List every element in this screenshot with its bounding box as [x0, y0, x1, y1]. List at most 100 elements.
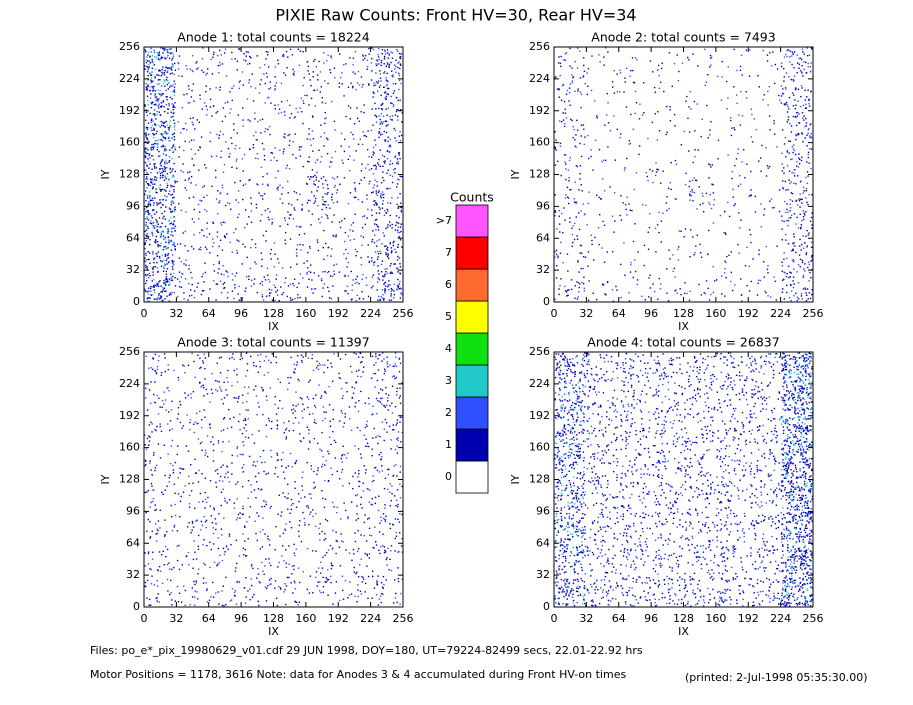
- count-dot: [654, 113, 657, 115]
- count-dot: [780, 62, 783, 64]
- count-dot: [148, 297, 150, 299]
- count-dot: [385, 98, 387, 100]
- count-dot: [228, 535, 231, 537]
- count-dot: [803, 61, 805, 63]
- count-dot: [319, 91, 322, 93]
- count-dot: [583, 128, 585, 130]
- count-dot: [315, 179, 318, 181]
- count-dot: [748, 75, 751, 77]
- count-dot: [301, 208, 303, 210]
- count-dot: [574, 145, 576, 148]
- count-dot: [381, 194, 384, 196]
- count-dot: [193, 208, 195, 211]
- count-dot: [150, 51, 152, 53]
- count-dot: [173, 291, 175, 294]
- count-dot: [400, 545, 403, 547]
- count-dot: [397, 439, 399, 442]
- count-dot: [628, 140, 631, 142]
- count-dot: [398, 79, 401, 82]
- count-dot: [159, 126, 162, 128]
- count-dot: [192, 83, 195, 85]
- count-dot: [293, 552, 295, 554]
- count-dot: [199, 199, 201, 202]
- count-dot: [162, 170, 165, 173]
- count-dot: [811, 259, 813, 261]
- count-dot: [152, 132, 154, 135]
- count-dot: [148, 183, 150, 185]
- count-dot: [196, 119, 199, 121]
- count-dot: [574, 90, 576, 92]
- count-dot: [385, 579, 387, 581]
- count-dot: [236, 167, 238, 169]
- count-dot: [150, 80, 153, 82]
- count-dot: [157, 413, 160, 415]
- count-dot: [731, 127, 733, 129]
- count-dot: [808, 193, 810, 196]
- count-dot: [170, 204, 173, 206]
- count-dot: [239, 512, 241, 514]
- count-dot: [364, 167, 367, 169]
- count-dot: [144, 581, 147, 584]
- count-dot: [247, 418, 249, 420]
- count-dot: [239, 80, 241, 82]
- count-dot: [150, 482, 153, 485]
- count-dot: [377, 299, 379, 302]
- count-dot: [345, 257, 348, 260]
- count-dot: [580, 135, 582, 137]
- count-dot: [162, 550, 164, 553]
- count-dot: [150, 568, 152, 571]
- count-dot: [310, 497, 312, 500]
- count-dot: [348, 482, 351, 485]
- count-dot: [579, 164, 582, 167]
- count-dot: [327, 549, 330, 551]
- count-dot: [666, 105, 668, 108]
- count-dot: [295, 548, 297, 550]
- count-dot: [788, 217, 790, 219]
- count-dot: [382, 121, 385, 123]
- count-dot: [319, 71, 322, 73]
- count-dot: [289, 283, 292, 285]
- count-dot: [802, 75, 804, 77]
- count-dot: [163, 74, 166, 76]
- count-dot: [171, 66, 173, 68]
- count-dot: [568, 179, 570, 182]
- count-dot: [146, 297, 149, 300]
- count-dot: [287, 508, 289, 511]
- count-dot: [169, 126, 171, 128]
- count-dot: [630, 69, 632, 72]
- count-dot: [336, 192, 338, 194]
- count-dot: [205, 74, 207, 76]
- count-dot: [389, 284, 391, 286]
- count-dot: [229, 418, 231, 420]
- count-dot: [296, 286, 298, 289]
- count-dot: [329, 207, 331, 209]
- count-dot: [750, 108, 752, 110]
- x-tick-label: 192: [328, 307, 349, 320]
- count-dot: [147, 552, 150, 555]
- count-dot: [396, 197, 399, 199]
- count-dot: [741, 74, 743, 76]
- count-dot: [800, 85, 803, 87]
- x-tick-label: 128: [263, 307, 284, 320]
- count-dot: [265, 127, 267, 130]
- count-dot: [339, 599, 341, 602]
- count-dot: [255, 263, 257, 265]
- count-dot: [315, 512, 317, 515]
- count-dot: [568, 177, 570, 179]
- count-dot: [173, 126, 175, 128]
- count-dot: [564, 285, 566, 288]
- count-dot: [241, 297, 244, 299]
- count-dot: [399, 175, 401, 178]
- count-dot: [759, 157, 762, 159]
- count-dot: [163, 106, 165, 108]
- count-dot: [168, 161, 170, 163]
- count-dot: [189, 101, 191, 104]
- count-dot: [611, 81, 614, 83]
- count-dot: [155, 253, 157, 255]
- count-dot: [147, 68, 150, 70]
- count-dot: [170, 279, 173, 281]
- count-dot: [380, 59, 383, 62]
- count-dot: [202, 273, 204, 275]
- count-dot: [789, 140, 791, 143]
- count-dot: [340, 533, 342, 535]
